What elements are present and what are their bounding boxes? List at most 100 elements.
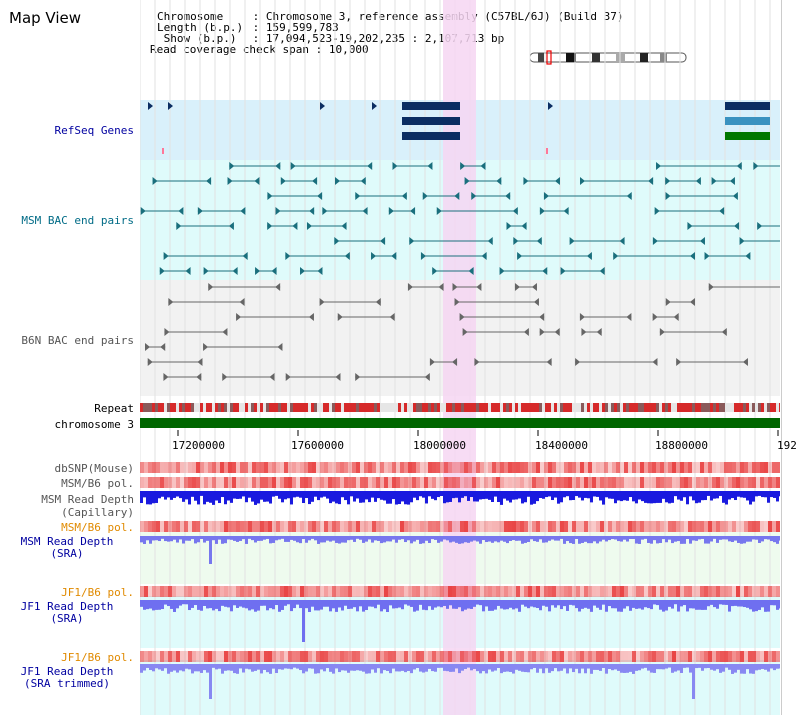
track-label-b6n-bac[interactable]: B6N BAC end pairs: [21, 334, 134, 347]
msm-sra-depth-bar: [761, 536, 764, 542]
jf1-trim-depth-bar: [662, 664, 665, 670]
jf1-b6-pol-band: [408, 586, 412, 597]
repeat-segment: [773, 403, 776, 412]
dbsnp-band: [376, 462, 380, 473]
msm-b6-pol-band: [472, 477, 476, 488]
msm-capillary-depth-bar: [287, 491, 290, 499]
repeat-segment: [764, 403, 767, 412]
repeat-segment: [368, 403, 371, 412]
jf1-sra-depth-bar: [770, 600, 773, 606]
msm-sra-depth-bar: [197, 536, 200, 543]
repeat-segment: [227, 403, 230, 412]
msm-b6-pol-band: [192, 521, 196, 532]
right-margin: [781, 0, 800, 715]
jf1-trim-depth-bar: [518, 664, 521, 671]
msm-sra-depth-bar: [524, 536, 527, 543]
track-label-msm-bac[interactable]: MSM BAC end pairs: [21, 214, 134, 227]
jf1-b6-pol-band: [600, 586, 604, 597]
msm-b6-pol-band: [532, 521, 536, 532]
jf1-trim-depth-bar: [461, 664, 464, 671]
msm-sra-depth-bar: [194, 536, 197, 544]
repeat-segment: [191, 403, 194, 412]
jf1-trim-depth-bar: [542, 664, 545, 674]
repeat-segment: [524, 403, 527, 412]
repeat-segment: [542, 403, 545, 412]
b6n-bac-pair-end: [236, 313, 242, 321]
jf1-trim-depth-bar: [656, 664, 659, 670]
msm-b6-pol-band: [480, 477, 484, 488]
msm-sra-depth-bar: [323, 536, 326, 543]
msm-sra-depth-bar: [581, 536, 584, 543]
jf1-trim-depth-bar: [395, 664, 398, 672]
b6n-bac-pair-end: [389, 313, 395, 321]
msm-bac-pair-end: [734, 222, 740, 230]
jf1-trim-depth-bar: [341, 664, 344, 671]
dbsnp-band: [368, 462, 372, 473]
jf1-trim-depth-bar: [494, 664, 497, 671]
msm-b6-pol-band: [684, 477, 688, 488]
jf1-b6-pol-band: [340, 651, 344, 662]
msm-sra-depth-bar: [701, 536, 704, 539]
msm-b6-pol-band: [420, 521, 424, 532]
jf1-sra-depth-bar: [740, 600, 743, 607]
jf1-b6-pol-band: [492, 586, 496, 597]
msm-b6-pol-band: [588, 477, 592, 488]
dbsnp-band: [584, 462, 588, 473]
dbsnp-band: [180, 462, 184, 473]
msm-b6-pol-band: [404, 521, 408, 532]
dbsnp-band: [712, 462, 716, 473]
repeat-segment: [377, 403, 380, 412]
jf1-sra-depth-bar: [578, 600, 581, 612]
msm-capillary-depth-bar: [707, 491, 710, 496]
dbsnp-band: [280, 462, 284, 473]
jf1-b6-pol-band: [624, 651, 628, 662]
msm-sra-depth-bar: [407, 536, 410, 541]
repeat-segment: [518, 403, 521, 412]
msm-capillary-depth-bar: [350, 491, 353, 497]
msm-b6-pol-band: [176, 477, 180, 488]
jf1-sra-depth-bar: [272, 600, 275, 610]
jf1-trim-depth-bar: [299, 664, 302, 671]
msm-b6-pol-band: [188, 521, 192, 532]
repeat-segment: [659, 403, 662, 412]
dbsnp-band: [204, 462, 208, 473]
jf1-b6-pol-band: [500, 651, 504, 662]
msm-b6-pol-band: [356, 521, 360, 532]
repeat-segment: [212, 403, 215, 412]
msm-b6-pol-band: [604, 521, 608, 532]
msm-capillary-depth-bar: [473, 491, 476, 502]
msm-b6-pol-band: [180, 477, 184, 488]
msm-b6-pol-band: [676, 477, 680, 488]
jf1-b6-pol-band: [400, 651, 404, 662]
genome-map-canvas[interactable]: [140, 0, 780, 715]
msm-capillary-depth-bar: [404, 491, 407, 505]
msm-bac-pair-end: [539, 207, 545, 215]
msm-b6-pol-band: [420, 477, 424, 488]
repeat-segment: [407, 403, 410, 412]
msm-capillary-depth-bar: [659, 491, 662, 503]
track-label-refseq[interactable]: RefSeq Genes: [54, 124, 134, 137]
jf1-b6-pol-band: [504, 651, 508, 662]
jf1-sra-depth-bar: [176, 600, 179, 609]
jf1-b6-pol-band: [256, 586, 260, 597]
repeat-segment: [371, 403, 374, 412]
msm-capillary-depth-bar: [302, 491, 305, 504]
jf1-trim-depth-bar: [281, 664, 284, 670]
jf1-b6-pol-band: [372, 651, 376, 662]
msm-b6-pol-band: [672, 477, 676, 488]
msm-sra-depth-bar: [551, 536, 554, 540]
msm-capillary-depth-bar: [593, 491, 596, 497]
msm-b6-pol-band: [256, 521, 260, 532]
repeat-segment: [623, 403, 626, 412]
jf1-b6-pol-band: [764, 586, 768, 597]
msm-b6-pol-band: [484, 477, 488, 488]
repeat-segment: [278, 403, 281, 412]
msm-b6-pol-band: [148, 521, 152, 532]
jf1-sra-depth-bar: [353, 600, 356, 608]
msm-bac-pair-end: [505, 192, 511, 200]
msm-capillary-depth-bar: [686, 491, 689, 505]
jf1-b6-pol-band: [328, 651, 332, 662]
jf1-b6-pol-band: [496, 586, 500, 597]
jf1-b6-pol-band: [404, 586, 408, 597]
jf1-trim-depth-bar: [218, 664, 221, 669]
